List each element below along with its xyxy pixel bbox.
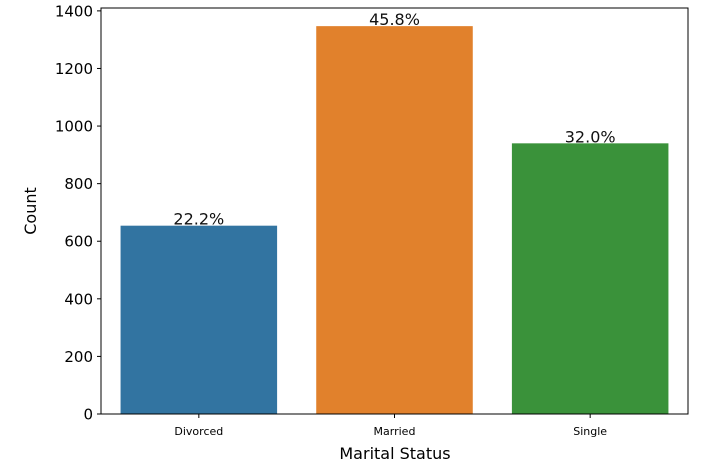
x-axis: Divorced Married Single — [174, 414, 607, 438]
x-tick-label-divorced: Divorced — [174, 425, 223, 438]
bar-annotation-divorced: 22.2% — [173, 210, 224, 229]
bar-annotation-single: 32.0% — [565, 127, 616, 146]
y-tick-label: 1200 — [55, 60, 93, 78]
bar-single — [511, 143, 669, 415]
x-tick-label-married: Married — [374, 425, 416, 438]
y-tick-label: 400 — [64, 290, 93, 308]
y-axis: 0 200 400 600 800 1000 1200 1400 — [55, 2, 101, 424]
y-tick-label: 800 — [64, 175, 93, 193]
y-tick-label: 600 — [64, 233, 93, 251]
y-axis-title: Count — [21, 187, 40, 235]
bar-divorced — [120, 225, 278, 414]
y-tick-label: 200 — [64, 348, 93, 366]
bar-married — [316, 26, 473, 415]
bar-annotation-married: 45.8% — [369, 10, 420, 29]
x-tick-label-single: Single — [573, 425, 607, 438]
bars-layer — [120, 26, 669, 415]
y-tick-label: 1000 — [55, 118, 93, 136]
y-tick-label: 0 — [83, 406, 93, 424]
y-tick-label: 1400 — [55, 2, 93, 20]
annotations-layer: 22.2% 45.8% 32.0% — [173, 10, 615, 229]
x-axis-title: Marital Status — [339, 444, 450, 463]
